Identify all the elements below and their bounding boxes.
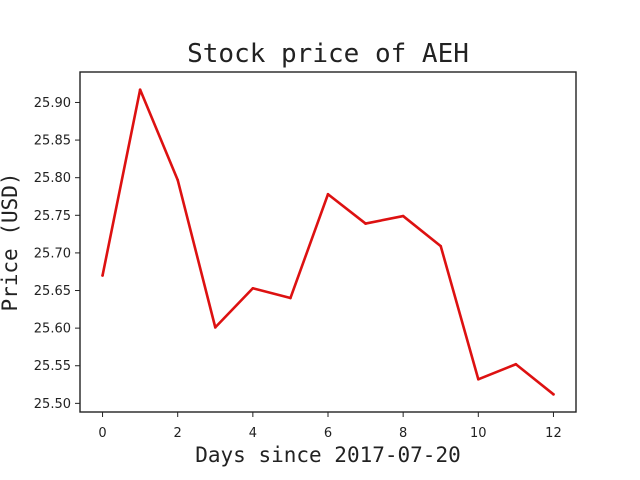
data-point xyxy=(477,377,480,381)
x-tick-label: 2 xyxy=(174,426,182,441)
y-tick-label: 25.60 xyxy=(34,322,71,337)
x-axis-label: Days since 2017-07-20 xyxy=(195,443,461,467)
x-tick-label: 10 xyxy=(470,426,487,441)
data-point xyxy=(326,192,330,196)
data-point xyxy=(364,222,367,225)
data-point xyxy=(101,274,104,277)
data-point xyxy=(514,362,518,366)
y-tick-label: 25.85 xyxy=(34,134,71,149)
data-point xyxy=(289,296,292,300)
data-point xyxy=(138,88,142,91)
data-point xyxy=(401,214,405,218)
y-axis-label: Price (USD) xyxy=(0,172,22,311)
y-tick-label: 25.65 xyxy=(34,284,71,299)
y-tick-label: 25.80 xyxy=(34,171,71,186)
y-tick-label: 25.90 xyxy=(34,96,71,111)
y-axis: 25.50 25.55 25.60 25.65 25.70 25.75 25.80 25.85… xyxy=(34,96,80,412)
series-line xyxy=(101,88,555,396)
x-tick-label: 6 xyxy=(324,426,332,441)
y-tick-label: 25.70 xyxy=(34,246,71,261)
data-point xyxy=(552,393,555,396)
x-tick-label: 8 xyxy=(399,426,407,441)
x-tick-label: 4 xyxy=(249,426,257,441)
x-tick-label: 12 xyxy=(545,426,562,441)
y-tick-label: 25.50 xyxy=(34,397,71,412)
x-axis: 0 2 4 6 8 10 12 xyxy=(98,412,562,441)
data-point xyxy=(439,244,443,248)
x-tick-label: 0 xyxy=(98,426,106,441)
y-tick-label: 25.75 xyxy=(34,209,71,224)
data-point xyxy=(176,178,179,182)
y-tick-label: 25.55 xyxy=(34,359,71,374)
data-point xyxy=(251,286,255,290)
series-layer xyxy=(101,88,555,396)
chart-title: Stock price of AEH xyxy=(187,39,469,69)
data-point xyxy=(213,326,217,329)
